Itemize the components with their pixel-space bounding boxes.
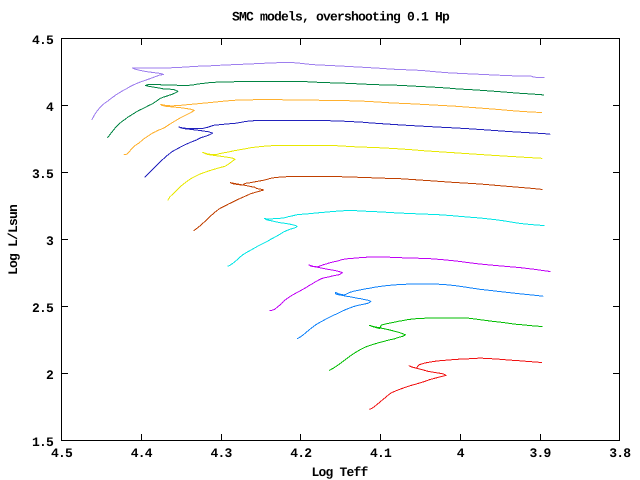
svg-text:SMC models, overshooting 0.1 H: SMC models, overshooting 0.1 Hp <box>232 9 450 24</box>
svg-text:3: 3 <box>46 234 54 249</box>
svg-text:4: 4 <box>46 100 54 115</box>
svg-text:4.5: 4.5 <box>32 33 54 48</box>
svg-text:1.5: 1.5 <box>32 435 54 450</box>
svg-text:4.2: 4.2 <box>290 446 312 461</box>
svg-text:2: 2 <box>46 368 54 383</box>
svg-text:3.5: 3.5 <box>32 167 54 182</box>
svg-text:4: 4 <box>457 446 465 461</box>
svg-text:Log L/Lsun: Log L/Lsun <box>6 204 21 275</box>
svg-text:2.5: 2.5 <box>32 301 54 316</box>
svg-text:4.4: 4.4 <box>131 446 153 461</box>
svg-text:4.3: 4.3 <box>210 446 232 461</box>
svg-text:Log Teff: Log Teff <box>311 465 368 480</box>
svg-text:3.9: 3.9 <box>529 446 551 461</box>
svg-text:3.8: 3.8 <box>609 446 631 461</box>
svg-text:4.5: 4.5 <box>51 446 73 461</box>
svg-text:4.1: 4.1 <box>370 446 392 461</box>
